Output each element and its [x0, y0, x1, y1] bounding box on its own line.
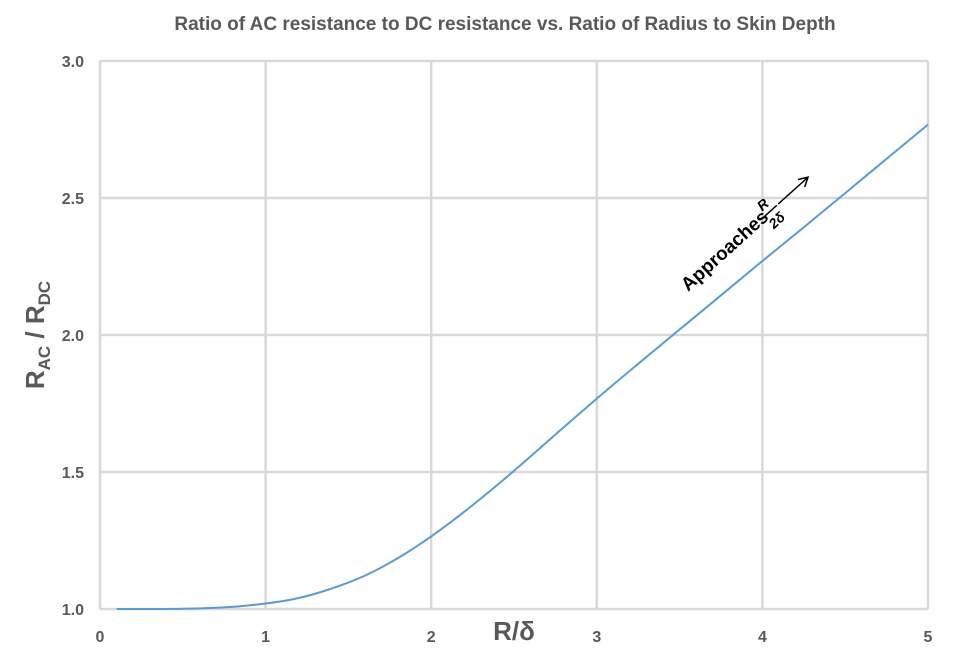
y-axis-label-sub-ac: AC — [35, 346, 54, 371]
grid — [98, 59, 930, 611]
x-tick-label: 3 — [592, 629, 601, 646]
x-axis-label: R/δ — [493, 616, 535, 646]
y-axis-label-sub-dc: DC — [35, 281, 54, 306]
y-tick-label: 1.0 — [62, 602, 84, 619]
y-tick-label: 3.0 — [62, 54, 84, 71]
annotation-denominator: 2δ — [765, 208, 789, 232]
y-tick-label: 2.5 — [62, 191, 84, 208]
x-tick-label: 2 — [427, 629, 436, 646]
y-axis-label: RAC / RDC — [20, 281, 54, 389]
x-tick-label: 1 — [261, 629, 270, 646]
x-tick-label: 0 — [96, 629, 105, 646]
y-axis-label-sep: / R — [20, 305, 50, 346]
annotation-text: Approaches — [677, 207, 773, 296]
y-tick-label: 1.5 — [62, 465, 84, 482]
y-axis-label-main: R — [20, 370, 50, 389]
chart-title: Ratio of AC resistance to DC resistance … — [174, 14, 835, 35]
y-tick-label: 2.0 — [62, 328, 84, 345]
annotation-arrow-icon — [797, 176, 810, 188]
annotation-arrow-shaft — [777, 177, 808, 205]
series-line — [116, 123, 929, 611]
x-tick-label: 5 — [924, 629, 933, 646]
y-axis-ticks: 1.0 1.5 2.0 2.5 3.0 — [62, 54, 84, 619]
plot-area — [99, 60, 929, 610]
x-axis-ticks: 0 1 2 3 4 5 — [96, 629, 933, 646]
annotation-fraction-bar — [761, 204, 778, 220]
annotation: Approaches R 2δ — [677, 176, 810, 296]
x-tick-label: 4 — [758, 629, 767, 646]
